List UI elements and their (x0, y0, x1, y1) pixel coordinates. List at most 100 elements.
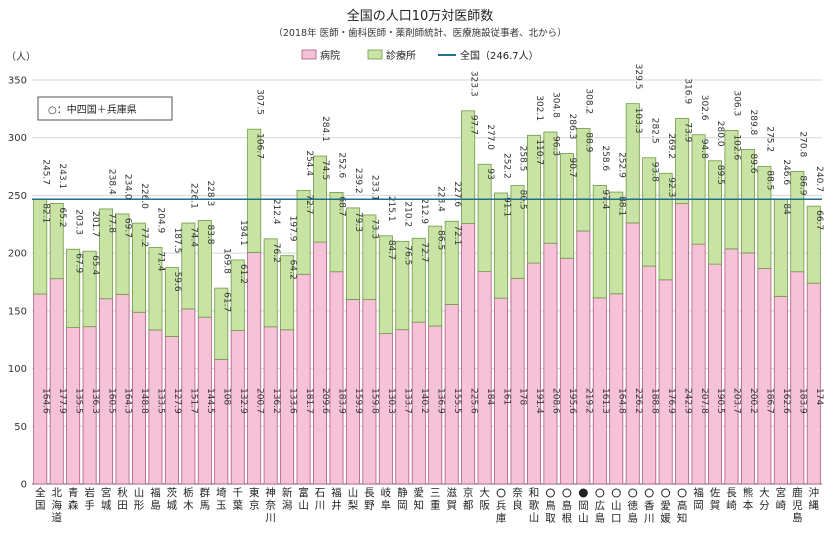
bar-clinic (477, 163, 492, 273)
category-label: 長崎 (726, 487, 737, 512)
label-clinic-value: 73.9 (682, 122, 692, 142)
label-hospital-value: 135.5 (73, 388, 83, 414)
label-clinic-value: 72.7 (419, 242, 429, 262)
label-hospital-value: 148.8 (139, 388, 149, 414)
category-marker (644, 488, 654, 498)
legend-swatch-clinic (367, 49, 383, 60)
category-label: 兵庫 (496, 499, 507, 525)
label-total-value: 233.1 (370, 175, 380, 201)
label-total-value: 275.2 (765, 126, 775, 152)
label-clinic-value: 86.5 (435, 230, 445, 250)
category-label: 岡山 (578, 500, 589, 525)
bar-hospital (49, 278, 64, 485)
category-label: 富山 (298, 486, 309, 512)
label-total-value: 304.8 (551, 92, 561, 118)
label-hospital-value: 151.7 (189, 388, 199, 414)
bar-clinic (362, 214, 377, 300)
bar-clinic (247, 128, 262, 253)
label-hospital-value: 181.7 (304, 388, 314, 414)
label-hospital-value: 155.5 (452, 388, 462, 414)
bar-clinic (164, 267, 179, 337)
category-label: 三重 (430, 487, 441, 512)
category-label: 広島 (595, 499, 606, 525)
bar-hospital (724, 248, 739, 485)
label-clinic-value: 69.7 (123, 218, 133, 238)
bar-clinic (378, 235, 393, 334)
category-label: 長野 (364, 487, 375, 512)
category-marker (545, 488, 555, 498)
bar-clinic (691, 134, 706, 245)
label-total-value: 215.1 (386, 196, 396, 222)
label-total-value: 238.4 (106, 169, 116, 195)
category-label: 群馬 (200, 486, 211, 512)
label-total-value: 280.0 (715, 121, 725, 147)
bar-clinic (790, 171, 805, 273)
chart-title: 全国の人口10万対医師数 (347, 8, 494, 24)
bar-clinic (280, 255, 295, 331)
category-marker (611, 488, 621, 498)
label-total-value: 302.1 (534, 95, 544, 121)
y-tick-label: 150 (8, 306, 27, 317)
label-clinic-value: 79.3 (353, 212, 363, 232)
label-total-value: 308.2 (584, 88, 594, 114)
annotation-text: ○：中四国＋兵庫県 (48, 103, 137, 116)
label-clinic-value: 86.9 (798, 175, 808, 195)
label-hospital-value: 161 (501, 388, 511, 405)
label-hospital-value: 144.5 (205, 388, 215, 414)
label-hospital-value: 219.2 (584, 388, 594, 414)
bar-clinic (263, 238, 278, 328)
bar-hospital (510, 278, 525, 485)
bar-clinic (82, 250, 97, 328)
label-total-value: 212.9 (419, 198, 429, 224)
category-label: 東京 (249, 486, 260, 512)
label-hospital-value: 242.9 (682, 388, 692, 414)
label-clinic-value: 84 (781, 203, 791, 215)
label-total-value: 270.8 (798, 131, 808, 157)
bar-hospital (477, 271, 492, 485)
label-total-value: 289.8 (748, 109, 758, 135)
label-clinic-value: 82.1 (40, 203, 50, 223)
category-label: 福井 (331, 486, 342, 512)
category-label: 山口 (611, 500, 622, 525)
y-tick-label: 200 (8, 249, 27, 260)
bar-clinic (708, 160, 723, 265)
bar-clinic (494, 192, 509, 299)
bar-hospital (576, 230, 591, 485)
category-label: 千葉 (232, 487, 243, 512)
bar-clinic (625, 103, 640, 224)
label-total-value: 323.3 (468, 71, 478, 97)
category-label: 熊本 (743, 486, 754, 512)
legend-label-hospital: 病院 (320, 49, 340, 62)
label-hospital-value: 164.3 (123, 388, 133, 414)
label-total-value: 197.9 (287, 216, 297, 242)
label-hospital-value: 136.2 (271, 388, 281, 414)
y-axis-label: （人） (6, 51, 36, 63)
label-total-value: 258.5 (518, 146, 528, 172)
bar-hospital (214, 358, 229, 485)
category-label: 奈良 (512, 486, 523, 512)
category-label: 静岡 (397, 486, 408, 512)
annotation-frame (37, 96, 173, 121)
bar-clinic (214, 287, 229, 360)
label-clinic-value: 83.8 (205, 224, 215, 244)
label-hospital-value: 133.5 (156, 388, 166, 414)
label-hospital-value: 200.7 (254, 388, 264, 414)
y-tick-label: 300 (8, 133, 27, 144)
bar-clinic (99, 208, 114, 300)
bar-hospital (625, 222, 640, 485)
label-total-value: 212.4 (271, 199, 281, 225)
label-total-value: 252.6 (337, 152, 347, 178)
label-clinic-value: 59.6 (172, 272, 182, 292)
category-label: 岐阜 (381, 486, 392, 512)
category-label: 大阪 (479, 486, 490, 512)
legend-swatch-hospital (301, 49, 317, 60)
x-axis: 全国北海道青森岩手宮城秋田山形福島茨城栃木群馬埼玉千葉東京神奈川新潟富山石川福井… (35, 486, 820, 525)
label-clinic-value: 84.7 (386, 240, 396, 260)
bar-hospital (675, 203, 690, 485)
label-hospital-value: 209.6 (320, 388, 330, 414)
bar-clinic (740, 149, 755, 254)
label-hospital-value: 195.6 (567, 388, 577, 414)
category-label: 愛媛 (660, 499, 671, 525)
label-hospital-value: 200.2 (748, 388, 758, 414)
